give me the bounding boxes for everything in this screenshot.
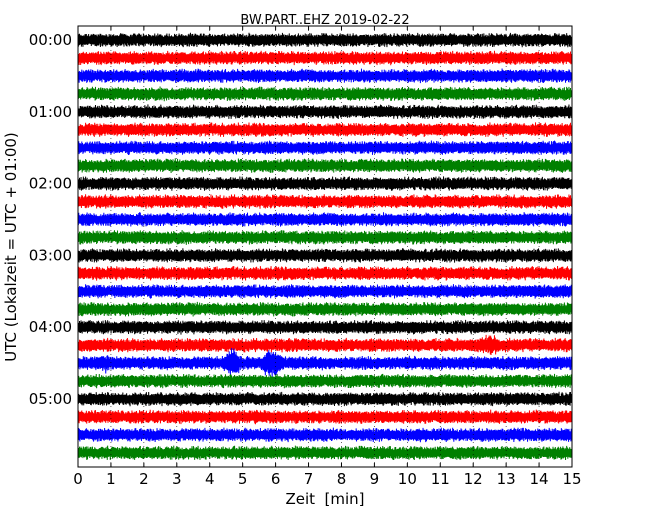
y-tick-label: 04:00 [29,318,72,336]
x-tick-label: 8 [337,470,347,488]
x-axis-label: Zeit [min] [285,490,364,508]
y-axis: 00:00 01:00 02:00 03:00 04:00 05:00 [29,31,72,408]
x-tick-label: 1 [106,470,116,488]
trace-2 [77,68,573,84]
trace-12 [77,248,573,263]
y-tick-label: 02:00 [29,175,72,193]
x-tick-label: 12 [464,470,483,488]
trace-18 [77,348,573,379]
x-tick-label: 5 [238,470,248,488]
x-tick-label: 3 [172,470,182,488]
trace-6 [77,140,573,156]
trace-20 [77,391,573,407]
x-tick-label: 6 [271,470,281,488]
x-tick-label: 0 [73,470,83,488]
trace-16 [77,319,573,335]
y-tick-label: 05:00 [29,390,72,408]
y-axis-label: UTC (Lokalzeit = UTC + 01:00) [2,132,20,362]
x-tick-label: 15 [562,470,581,488]
trace-23 [77,445,573,461]
trace-5 [77,122,573,138]
x-tick-label: 13 [497,470,516,488]
trace-11 [77,230,573,245]
trace-22 [77,427,573,443]
chart-title: BW.PART..EHZ 2019-02-22 [240,13,409,28]
trace-7 [77,158,573,173]
x-axis: 0 1 2 3 4 5 6 7 8 9 10 11 12 13 14 15 [73,26,582,488]
y-tick-label: 01:00 [29,103,72,121]
trace-14 [77,284,573,299]
trace-3 [77,86,573,102]
x-tick-label: 9 [370,470,380,488]
trace-8 [77,176,573,191]
trace-21 [77,409,573,425]
trace-4 [77,104,573,120]
trace-10 [77,212,573,227]
trace-0 [77,32,573,48]
trace-15 [77,301,573,317]
trace-13 [77,265,573,281]
trace-17 [77,334,573,356]
trace-19 [77,373,573,389]
grid [110,26,540,467]
trace-9 [77,194,573,209]
x-tick-label: 11 [431,470,450,488]
plot-frame [77,25,573,468]
y-tick-label: 03:00 [29,246,72,264]
traces [77,32,573,461]
trace-1 [77,50,573,66]
x-tick-label: 7 [304,470,314,488]
x-tick-label: 10 [398,470,417,488]
x-tick-label: 14 [530,470,549,488]
x-tick-label: 2 [139,470,149,488]
x-tick-label: 4 [205,470,215,488]
y-tick-label: 00:00 [29,31,72,49]
